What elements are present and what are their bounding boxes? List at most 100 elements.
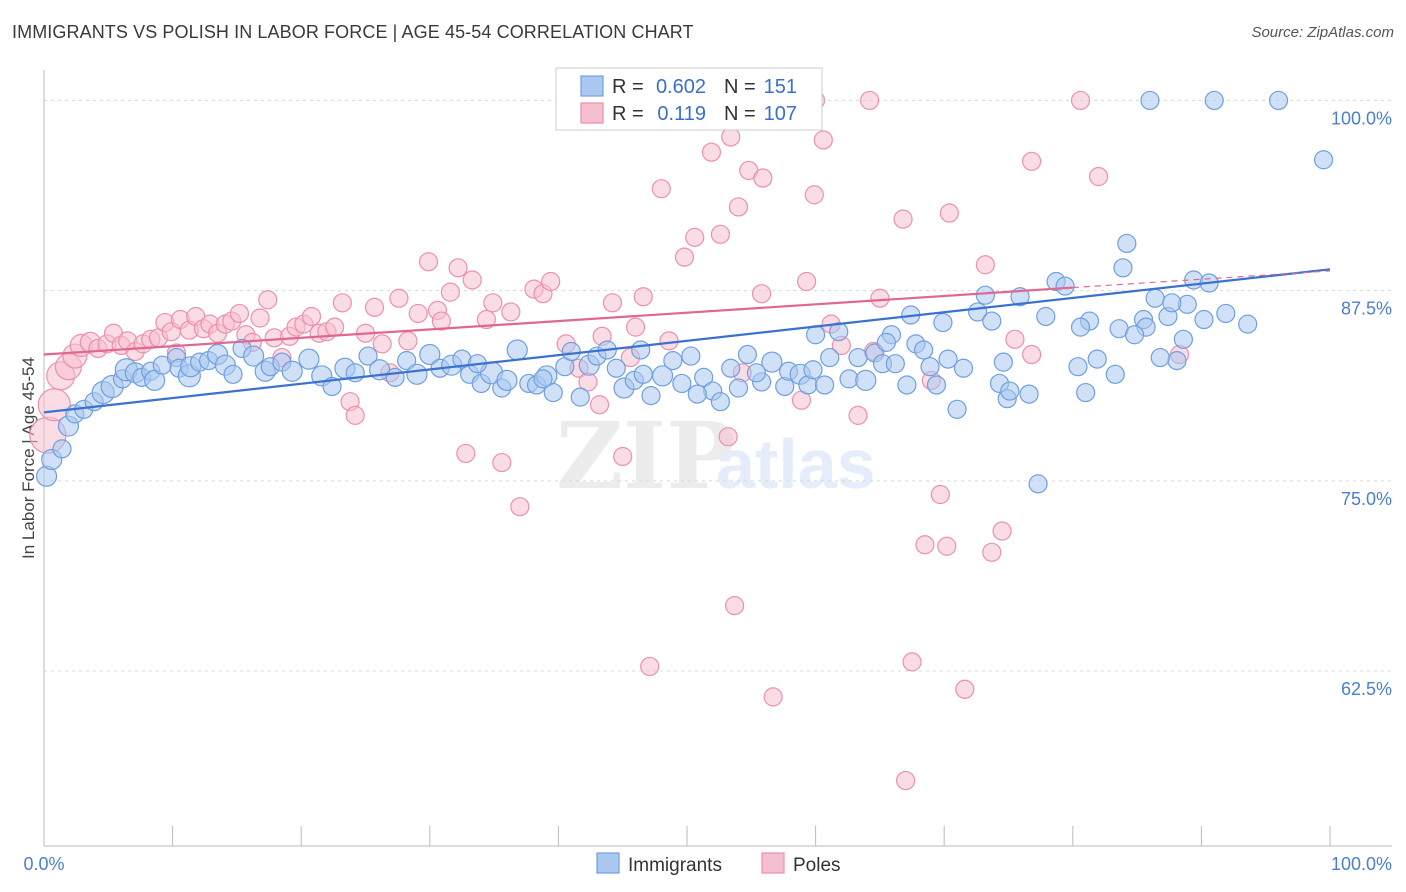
pole-point-80 (685, 227, 705, 247)
pole-point-96 (860, 90, 880, 111)
immigrant-point-105 (982, 311, 1002, 331)
pole-point-107 (1070, 90, 1091, 111)
pole-point-87 (751, 284, 772, 304)
pole-point-78 (659, 331, 679, 351)
immigrant-point-114 (1055, 276, 1075, 296)
immigrant-point-69 (681, 346, 701, 366)
pole-point-45 (364, 297, 385, 317)
pole-point-51 (418, 252, 439, 272)
pole-point-55 (448, 258, 468, 278)
immigrant-point-101 (947, 399, 967, 419)
immigrant-point-125 (1167, 351, 1187, 371)
pole-point-43 (345, 405, 365, 425)
watermark-atlas: atlas (716, 425, 876, 503)
immigrant-point-57 (570, 387, 590, 407)
immigrant-point-61 (606, 358, 626, 378)
immigrant-point-24 (223, 364, 243, 384)
pole-point-62 (510, 497, 530, 517)
pole-point-27 (229, 303, 250, 324)
immigrant-point-136 (1150, 347, 1170, 368)
immigrant-point-112 (1036, 306, 1056, 327)
immigrant-point-123 (1145, 288, 1165, 308)
pole-point-76 (640, 656, 660, 677)
pole-point-117 (753, 168, 773, 188)
immigrant-point-133 (1076, 382, 1096, 403)
chart-title: IMMIGRANTS VS POLISH IN LABOR FORCE | AG… (12, 22, 694, 42)
y-tick-labels: 100.0% 87.5% 75.0% 62.5% (1331, 108, 1392, 699)
immigrant-point-142 (1070, 317, 1091, 337)
pole-point-115 (804, 185, 824, 205)
immigrant-point-72 (710, 392, 731, 412)
x-tick-label-min: 0.0% (23, 854, 64, 874)
pole-point-81 (701, 142, 722, 162)
immigrant-point-143 (993, 352, 1013, 372)
immigrant-point-70 (694, 367, 714, 387)
pole-point-61 (501, 302, 521, 322)
immigrant-point-132 (1238, 314, 1258, 334)
immigrant-point-83 (815, 375, 835, 395)
pole-point-99 (893, 209, 913, 229)
watermark: ZIP atlas (556, 402, 876, 510)
bottom-legend: Immigrants Poles (596, 852, 841, 876)
pole-point-101 (902, 652, 922, 672)
pole-point-37 (301, 306, 322, 327)
y-axis-label: In Labor Force | Age 45-54 (19, 357, 38, 559)
pole-point-109 (982, 542, 1002, 562)
immigrant-point-36 (358, 346, 378, 366)
pole-point-65 (541, 271, 561, 292)
immigrant-point-140 (1268, 90, 1289, 111)
poles-trend-line (43, 286, 1073, 356)
immigrant-point-2 (52, 439, 72, 459)
immigrant-point-39 (397, 351, 417, 371)
pole-point-91 (796, 271, 817, 292)
immigrant-point-49 (496, 369, 518, 391)
immigrant-point-137 (1162, 293, 1182, 313)
y-tick-label-3: 62.5% (1341, 679, 1392, 699)
immigrant-point-66 (651, 365, 674, 387)
pole-point-71 (602, 293, 623, 313)
immigrant-point-103 (975, 285, 995, 305)
pole-point-114 (937, 536, 957, 556)
pole-point-98 (870, 288, 890, 308)
pole-point-30 (250, 308, 270, 328)
pole-point-82 (710, 224, 731, 244)
pole-point-79 (674, 247, 695, 267)
legend-n-value-poles: 107 (764, 103, 797, 125)
immigrant-point-64 (633, 364, 653, 384)
legend-swatch-immigrants (580, 75, 604, 97)
immigrant-point-139 (1204, 90, 1224, 111)
legend-r-value-immigrants: 0.602 (656, 76, 706, 98)
immigrant-point-149 (533, 369, 553, 389)
pole-point-92 (813, 130, 833, 150)
pole-point-31 (258, 290, 278, 310)
immigrants-points (35, 90, 1334, 494)
immigrant-point-111 (1028, 474, 1048, 494)
pole-point-103 (939, 203, 959, 223)
pole-point-95 (848, 405, 868, 425)
immigrants-trend-line (43, 268, 1331, 414)
pole-point-106 (1022, 151, 1042, 171)
immigrant-point-145 (805, 325, 826, 345)
pole-point-77 (651, 179, 671, 199)
immigrant-point-75 (737, 344, 758, 365)
pole-point-120 (1022, 344, 1042, 365)
pole-point-69 (589, 395, 610, 415)
watermark-zip: ZIP (556, 402, 735, 510)
immigrant-point-138 (1140, 90, 1160, 111)
x-tick-label-max: 100.0% (1331, 854, 1392, 874)
immigrant-point-74 (728, 378, 749, 398)
immigrant-point-85 (829, 322, 849, 342)
pole-point-56 (456, 443, 476, 464)
pole-point-112 (930, 484, 950, 505)
bottom-legend-immigrants: Immigrants (628, 855, 722, 876)
immigrant-point-56 (561, 341, 581, 362)
immigrant-point-26 (243, 345, 265, 367)
immigrant-point-92 (885, 354, 905, 374)
pole-point-105 (975, 255, 995, 275)
immigrant-point-110 (1019, 384, 1039, 404)
immigrant-point-99 (933, 312, 953, 333)
immigrant-point-50 (506, 339, 528, 361)
immigrant-point-96 (914, 340, 934, 360)
immigrant-point-73 (721, 358, 741, 378)
